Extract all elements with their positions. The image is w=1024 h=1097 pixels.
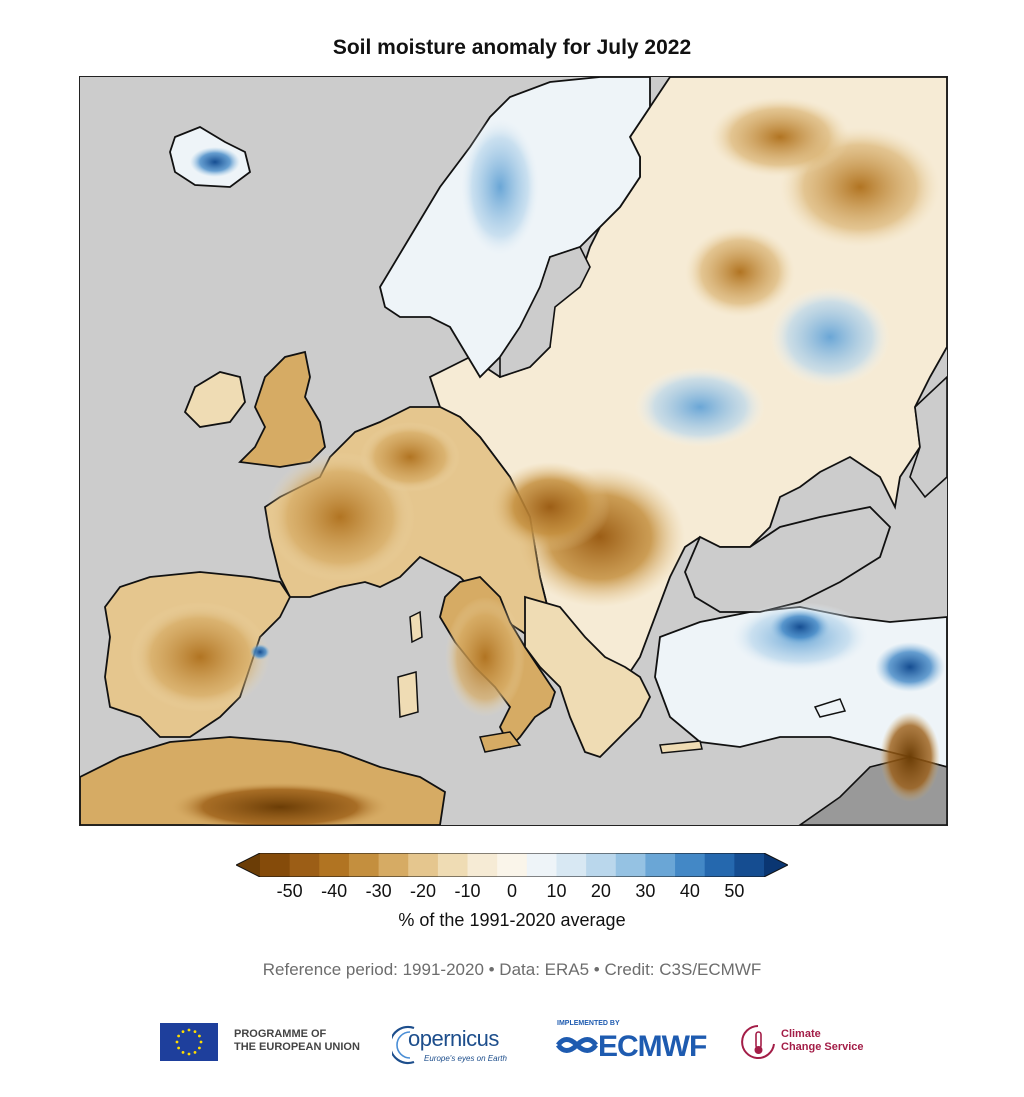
colorbar-tick-label: -20 — [410, 881, 437, 901]
copernicus-tagline: Europe's eyes on Earth — [424, 1054, 507, 1063]
climate-thermometer-icon — [741, 1025, 775, 1059]
europe-map-svg — [80, 77, 947, 825]
c3s-line-1: Climate — [781, 1028, 821, 1040]
colorbar-segment — [615, 853, 646, 877]
colorbar-segment — [437, 853, 469, 877]
soil-moisture-map — [79, 76, 948, 826]
colorbar-tick-label: -50 — [276, 881, 303, 901]
colorbar-tick-label: 40 — [679, 881, 700, 901]
c3s-line-2: Change Service — [781, 1041, 864, 1053]
eu-line-2: THE EUROPEAN UNION — [234, 1041, 360, 1053]
colorbar-segment — [497, 853, 528, 877]
colorbar-label: % of the 1991-2020 average — [398, 910, 626, 930]
colorbar — [236, 853, 788, 877]
land-crete — [659, 740, 703, 754]
eu-programme-text: PROGRAMME OF THE EUROPEAN UNION — [234, 1028, 360, 1054]
c3s-text: Climate Change Service — [781, 1028, 864, 1054]
colorbar-segment — [378, 853, 409, 877]
sea-black — [684, 506, 892, 613]
colorbar-tick-label: -40 — [321, 881, 348, 901]
logo-strip: PROGRAMME OF THE EUROPEAN UNION opernicu… — [0, 1018, 1024, 1068]
colorbar-segment — [526, 853, 557, 877]
reference-note: Reference period: 1991-2020 • Data: ERA5… — [262, 960, 762, 979]
colorbar-segment — [260, 853, 291, 877]
colorbar-ticks: -50 -40 -30 -20 -10 0 10 20 30 40 50 — [0, 881, 1024, 905]
colorbar-segment — [408, 853, 439, 877]
colorbar-tick-label: -10 — [454, 881, 481, 901]
sea-caspian — [909, 375, 947, 499]
copernicus-logo-icon — [392, 1025, 415, 1065]
colorbar-tick-label: 50 — [724, 881, 745, 901]
colorbar-tick-label: -30 — [365, 881, 392, 901]
colorbar-segment — [734, 853, 765, 877]
colorbar-segment — [467, 853, 498, 877]
colorbar-tick-label: 30 — [635, 881, 656, 901]
colorbar-tick-label: 20 — [590, 881, 611, 901]
ecmwf-name: ECMWF — [598, 1030, 707, 1063]
colorbar-segment — [704, 853, 735, 877]
colorbar-segment — [556, 853, 587, 877]
land-sardinia — [397, 671, 419, 718]
colorbar-tick-label: 10 — [546, 881, 567, 901]
colorbar-tick-label: 0 — [506, 881, 518, 901]
colorbar-segment — [675, 853, 706, 877]
land-cyprus — [813, 698, 847, 718]
colorbar-segment — [319, 853, 350, 877]
ecmwf-implemented-by: IMPLEMENTED BY — [557, 1020, 620, 1027]
anomaly-overlays — [130, 97, 945, 825]
copernicus-name: opernicus — [408, 1026, 499, 1051]
eu-flag-icon — [160, 1023, 218, 1061]
land-balkans — [524, 595, 652, 759]
colorbar-min-extend — [236, 853, 260, 877]
sea-baltic — [499, 246, 591, 379]
land-ireland — [183, 371, 246, 428]
colorbar-max-extend — [764, 853, 788, 877]
ecmwf-logo-icon — [556, 1037, 598, 1053]
land-corsica — [409, 610, 423, 644]
map-title: Soil moisture anomaly for July 2022 — [332, 36, 692, 59]
land-great-britain — [238, 350, 326, 468]
colorbar-segment — [586, 853, 617, 877]
land-sicily — [479, 731, 522, 753]
colorbar-segment — [348, 853, 380, 877]
colorbar-segment — [645, 853, 676, 877]
eu-line-1: PROGRAMME OF — [234, 1028, 327, 1040]
colorbar-segment — [289, 853, 320, 877]
